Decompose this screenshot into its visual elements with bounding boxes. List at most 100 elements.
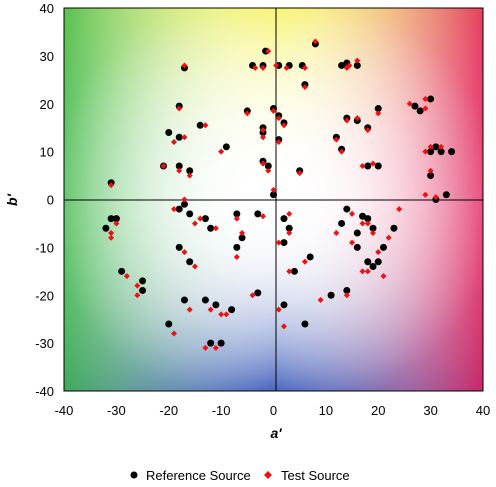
reference-point bbox=[180, 200, 188, 208]
x-tick-label: 30 bbox=[423, 403, 437, 418]
test-point bbox=[422, 148, 429, 155]
test-point bbox=[218, 311, 225, 318]
test-point bbox=[275, 139, 282, 146]
reference-point bbox=[285, 224, 293, 232]
reference-point bbox=[427, 95, 435, 103]
reference-point bbox=[432, 143, 440, 151]
test-point bbox=[239, 230, 246, 237]
test-point bbox=[170, 330, 177, 337]
x-tick-label: -10 bbox=[212, 403, 231, 418]
test-point bbox=[207, 306, 214, 313]
reference-point bbox=[374, 258, 382, 266]
legend: Reference Source Test Source bbox=[130, 468, 350, 483]
test-point bbox=[260, 134, 267, 141]
reference-point bbox=[254, 289, 262, 297]
reference-point bbox=[338, 219, 346, 227]
reference-point bbox=[165, 320, 173, 328]
test-point bbox=[296, 170, 303, 177]
x-tick-label: 20 bbox=[371, 403, 385, 418]
y-tick-label: 40 bbox=[40, 1, 54, 16]
test-point bbox=[359, 220, 366, 227]
x-axis-tick-labels: -40 -30 -20 -10 0 10 20 30 40 bbox=[55, 403, 491, 418]
x-tick-label: -30 bbox=[107, 403, 126, 418]
test-point bbox=[354, 57, 361, 64]
reference-point bbox=[364, 162, 372, 170]
test-point bbox=[265, 48, 272, 55]
reference-point bbox=[139, 286, 147, 294]
test-point bbox=[181, 249, 188, 256]
test-point bbox=[186, 306, 193, 313]
test-point bbox=[186, 172, 193, 179]
test-point bbox=[406, 100, 413, 107]
legend-reference-marker bbox=[130, 471, 138, 479]
test-point bbox=[260, 64, 267, 71]
reference-point bbox=[280, 239, 288, 247]
test-point bbox=[375, 249, 382, 256]
reference-point bbox=[364, 215, 372, 223]
reference-point bbox=[364, 258, 372, 266]
x-axis-title: a' bbox=[270, 425, 282, 441]
reference-point bbox=[207, 224, 215, 232]
y-tick-label: -40 bbox=[35, 384, 54, 399]
test-point bbox=[338, 148, 345, 155]
reference-point bbox=[264, 162, 272, 170]
reference-point bbox=[290, 267, 298, 275]
test-point bbox=[286, 230, 293, 237]
test-point bbox=[380, 273, 387, 280]
test-point bbox=[438, 143, 445, 150]
y-tick-label: -20 bbox=[35, 288, 54, 303]
reference-point bbox=[437, 148, 445, 156]
test-point bbox=[422, 95, 429, 102]
reference-point bbox=[139, 277, 147, 285]
test-point bbox=[260, 160, 267, 167]
test-point bbox=[396, 206, 403, 213]
y-tick-label: 0 bbox=[47, 193, 54, 208]
test-point bbox=[432, 194, 439, 201]
reference-point bbox=[196, 121, 204, 129]
test-point bbox=[301, 64, 308, 71]
test-point bbox=[223, 311, 230, 318]
test-point bbox=[123, 273, 130, 280]
reference-point bbox=[343, 205, 351, 213]
test-point bbox=[349, 239, 356, 246]
test-point bbox=[333, 136, 340, 143]
test-point bbox=[108, 234, 115, 241]
reference-point bbox=[238, 234, 246, 242]
test-point bbox=[197, 215, 204, 222]
test-point bbox=[333, 230, 340, 237]
test-point bbox=[202, 344, 209, 351]
y-tick-label: 30 bbox=[40, 49, 54, 64]
test-point bbox=[170, 139, 177, 146]
test-point bbox=[270, 186, 277, 193]
test-point bbox=[286, 210, 293, 217]
test-point bbox=[170, 206, 177, 213]
reference-point bbox=[112, 215, 120, 223]
test-point bbox=[283, 64, 290, 71]
test-point bbox=[364, 220, 371, 227]
test-point bbox=[191, 220, 198, 227]
reference-point bbox=[379, 243, 387, 251]
reference-point bbox=[175, 205, 183, 213]
test-series bbox=[108, 38, 445, 351]
reference-point bbox=[175, 162, 183, 170]
reference-point bbox=[427, 148, 435, 156]
test-point bbox=[249, 292, 256, 299]
reference-point bbox=[411, 102, 419, 110]
reference-point bbox=[280, 301, 288, 309]
legend-test-label: Test Source bbox=[281, 468, 350, 483]
reference-point bbox=[186, 210, 194, 218]
reference-point bbox=[306, 253, 314, 261]
test-point bbox=[113, 220, 120, 227]
reference-point bbox=[118, 267, 126, 275]
test-point bbox=[191, 263, 198, 270]
reference-point bbox=[327, 291, 335, 299]
reference-point bbox=[448, 148, 456, 156]
test-point bbox=[233, 215, 240, 222]
reference-point bbox=[212, 301, 220, 309]
x-tick-label: 0 bbox=[270, 403, 277, 418]
test-point bbox=[354, 115, 361, 122]
reference-point bbox=[338, 61, 346, 69]
reference-point bbox=[186, 258, 194, 266]
y-tick-label: 20 bbox=[40, 97, 54, 112]
